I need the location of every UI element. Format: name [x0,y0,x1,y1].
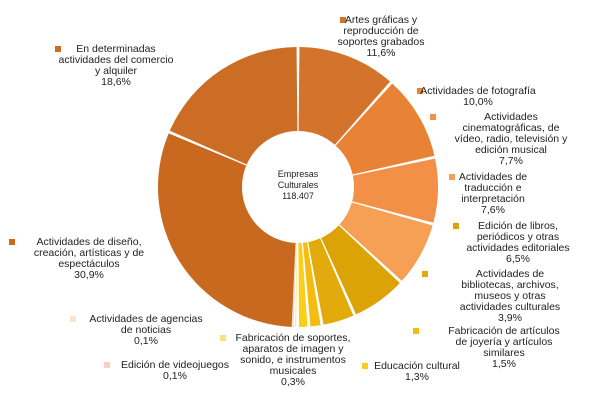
slice-value-0: 11,6% [367,47,396,59]
slice-value-4: 6,5% [506,253,530,265]
legend-marker-0 [340,17,346,23]
slice-value-3: 7,6% [481,204,505,216]
slice-value-7: 1,3% [405,371,429,383]
slice-value-6: 1,5% [492,358,516,370]
slice-label-8: Fabricación de soportes,aparatos de imag… [220,332,350,388]
slice-label-line-1: Actividades de fotografía [420,85,536,97]
slice-3 [339,202,433,281]
legend-marker-4 [453,223,459,229]
slice-5 [308,238,354,325]
slice-11 [157,133,296,327]
legend-marker-6 [413,328,419,334]
slice-label-line-7: Educación cultural [374,360,460,372]
slice-value-2: 7,7% [499,155,523,167]
slice-label-line-6: de joyería y artículos [456,336,553,348]
legend-marker-12 [55,46,61,52]
slice-label-line-12: y alquiler [95,65,138,77]
slice-label-line-3: interpretación [461,193,525,205]
slice-2 [352,158,438,223]
slice-7 [298,242,308,327]
slice-label-line-4: Edición de libros, [478,220,558,232]
slice-label-line-12: actividades del comercio [59,54,174,66]
slice-label-line-5: actividades culturales [460,301,560,313]
legend-marker-9 [104,362,110,368]
legend-marker-3 [449,174,455,180]
slice-label-line-3: traducción e [464,182,521,194]
slice-value-5: 3,9% [498,312,522,324]
slice-0 [298,47,391,145]
slice-label-line-8: aparatos de imagen y [243,343,345,355]
legend-marker-8 [220,335,226,341]
slice-label-line-0: Artes gráficas y [345,14,418,26]
slice-label-line-3: Actividades de [459,171,527,183]
slice-label-line-9: Edición de videojuegos [121,359,229,371]
slice-label-line-4: actividades editoriales [466,242,569,254]
slice-label-line-0: reproducción de [343,25,418,37]
slice-label-line-8: sonido, e instrumentos [240,354,346,366]
slice-label-11: Actividades de diseño,creación, artístic… [9,236,144,281]
slice-label-line-6: similares [483,347,524,359]
slice-label-line-12: En determinadas [76,43,155,55]
slice-9 [292,242,297,327]
slice-label-line-0: soportes grabados [338,36,425,48]
slice-label-line-6: Fabricación de artículos [448,325,559,337]
legend-marker-7 [362,363,368,369]
slice-label-line-2: vídeo, radio, televisión y [455,133,568,145]
legend-marker-10 [70,316,76,322]
slice-label-line-5: bibliotecas, archivos, [461,279,558,291]
slice-label-line-2: Actividades [484,111,538,123]
slice-label-line-10: Actividades de agencias [89,313,202,325]
slice-12 [169,47,298,165]
slice-label-line-8: Fabricación de soportes, [236,332,351,344]
slice-label-line-11: espectáculos [58,258,119,270]
slice-label-line-5: museos y otras [474,290,545,302]
slice-value-10: 0,1% [134,335,158,347]
legend-marker-2 [430,114,436,120]
slice-label-line-5: Actividades de [476,268,544,280]
legend-marker-11 [9,239,15,245]
slice-label-line-11: Actividades de diseño, [36,236,141,248]
slice-label-line-4: periódicos y otras [477,231,559,243]
slice-8 [295,242,298,327]
slice-value-1: 10,0% [463,96,493,108]
legend-marker-1 [417,88,423,94]
slice-label-line-2: edición musical [475,144,547,156]
slice-label-4: Edición de libros,periódicos y otrasacti… [453,220,570,265]
slice-value-9: 0,1% [163,370,187,382]
slice-1 [335,83,435,175]
slice-6 [302,242,321,327]
slice-value-8: 0,3% [281,376,305,388]
slice-value-12: 18,6% [101,76,131,88]
center-label-line: Empresas [278,169,319,179]
legend-marker-5 [422,271,428,277]
slice-10 [291,242,296,327]
slice-4 [321,225,400,315]
slice-label-line-8: musicales [270,365,317,377]
center-label-line: 118.407 [282,191,314,201]
slice-label-line-2: cinematográficas, de [463,122,560,134]
slice-value-11: 30,9% [74,269,104,281]
slice-label-line-11: creación, artísticas y de [34,247,144,259]
slice-label-line-10: de noticias [121,324,171,336]
center-label-line: Culturales [278,180,319,190]
